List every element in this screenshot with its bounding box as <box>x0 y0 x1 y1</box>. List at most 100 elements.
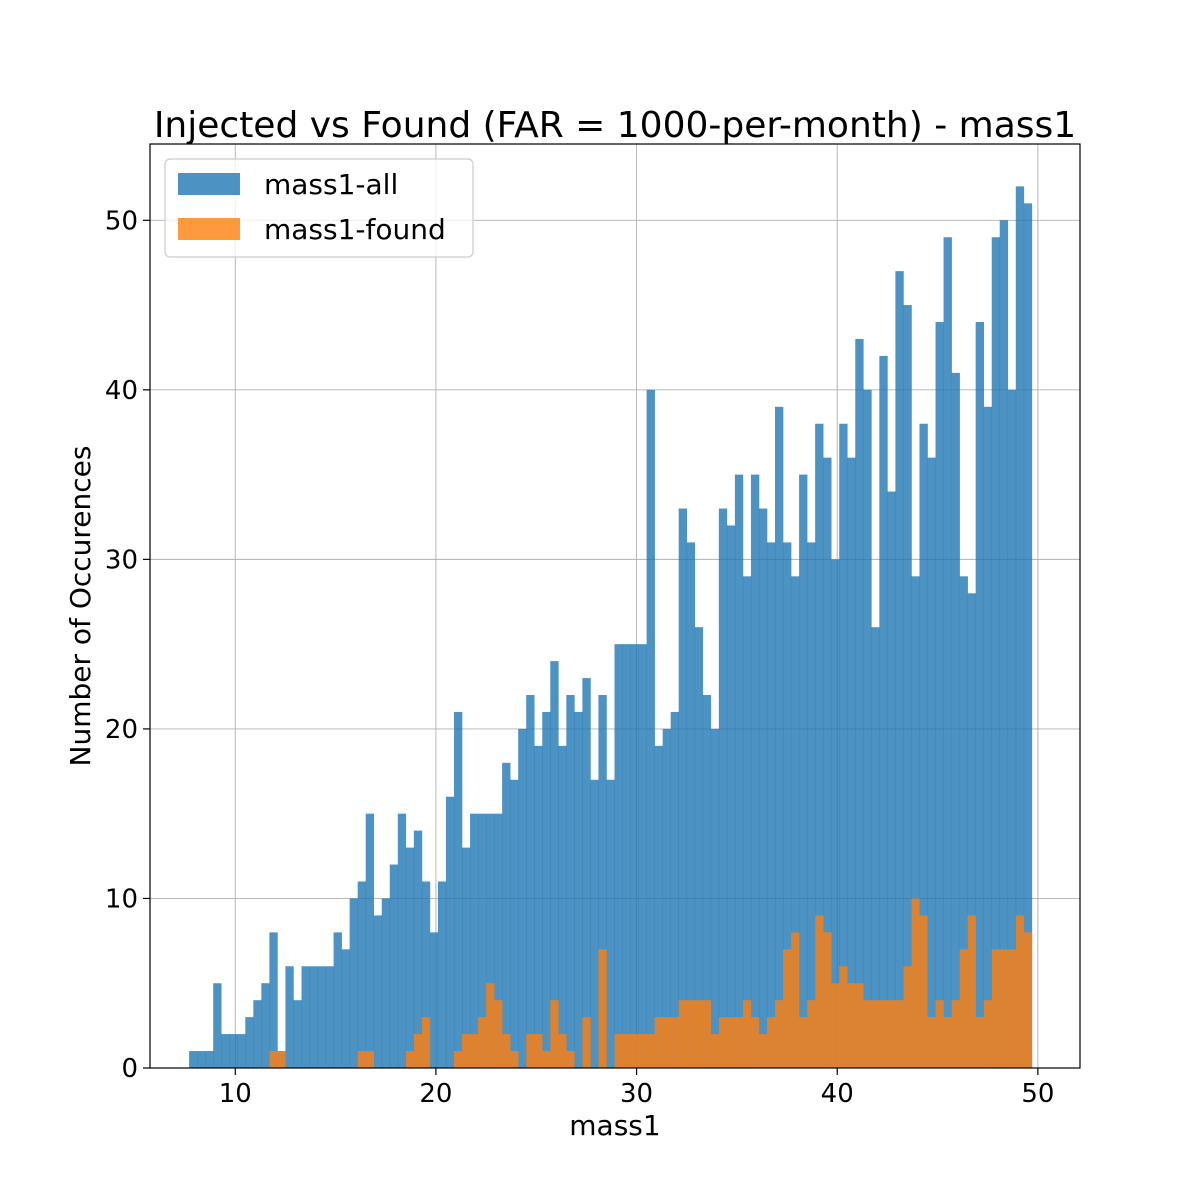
bar-mass1-all-22 <box>365 813 375 1068</box>
bar-mass1-all-97 <box>967 593 976 1068</box>
bar-mass1-all-34 <box>462 847 471 1068</box>
x-tick-label-30: 30 <box>620 1079 653 1109</box>
bar-mass1-all-65 <box>710 728 720 1068</box>
axis-ticks: 10 20 30 40 50 0 10 20 30 40 50 <box>105 206 1055 1109</box>
bar-mass1-all-38 <box>494 813 503 1068</box>
bar-mass1-all-70 <box>750 474 760 1069</box>
x-axis-label: mass1 <box>569 1109 660 1142</box>
y-tick-label-10: 10 <box>105 884 138 914</box>
bar-mass1-found-69 <box>742 1000 752 1068</box>
bar-mass1-all-75 <box>791 576 800 1068</box>
bar-mass1-all-20 <box>349 898 358 1068</box>
bar-mass1-all-28 <box>413 830 423 1068</box>
y-tick-label-40: 40 <box>105 376 138 406</box>
bar-mass1-all-29 <box>421 881 431 1068</box>
bar-mass1-all-82 <box>847 457 856 1068</box>
bar-mass1-found-59 <box>662 1017 671 1068</box>
bar-mass1-all-74 <box>783 542 792 1068</box>
bar-mass1-all-21 <box>357 881 366 1068</box>
bar-mass1-all-43 <box>534 745 543 1068</box>
bar-mass1-found-93 <box>935 1000 944 1068</box>
x-tick-label-40: 40 <box>821 1079 854 1109</box>
bar-mass1-found-71 <box>758 1034 768 1068</box>
bar-mass1-all-30 <box>429 932 439 1068</box>
bar-mass1-found-46 <box>558 1034 567 1068</box>
bar-mass1-all-67 <box>726 525 736 1068</box>
bar-mass1-all-24 <box>381 898 391 1068</box>
x-tick-label-20: 20 <box>419 1079 452 1109</box>
bar-mass1-found-43 <box>534 1034 543 1068</box>
bar-mass1-found-49 <box>582 1017 591 1068</box>
bar-mass1-all-59 <box>662 728 671 1068</box>
bar-mass1-all-26 <box>397 813 407 1068</box>
bar-mass1-all-50 <box>590 779 599 1068</box>
bar-mass1-found-21 <box>357 1051 366 1068</box>
bar-mass1-found-11 <box>277 1051 286 1068</box>
bar-mass1-all-78 <box>815 423 824 1068</box>
legend-box <box>164 158 474 258</box>
bar-mass1-found-90 <box>911 898 920 1068</box>
legend-label-mass1-found: mass1-found <box>264 213 446 246</box>
bar-mass1-all-73 <box>775 406 784 1068</box>
bar-mass1-found-63 <box>694 1000 704 1068</box>
bar-mass1-found-29 <box>421 1017 431 1068</box>
bar-mass1-all-79 <box>823 457 832 1068</box>
chart-title: Injected vs Found (FAR = 1000-per-month)… <box>154 105 1076 146</box>
bar-mass1-all-23 <box>373 915 383 1068</box>
bar-mass1-all-86 <box>879 355 888 1068</box>
bar-mass1-found-86 <box>879 1000 888 1068</box>
bar-mass1-all-52 <box>606 779 615 1068</box>
bar-mass1-all-77 <box>807 542 816 1068</box>
bar-mass1-found-44 <box>542 1051 551 1068</box>
bar-mass1-all-17 <box>325 966 334 1068</box>
bar-mass1-all-96 <box>959 576 968 1068</box>
bar-mass1-all-31 <box>437 881 447 1068</box>
bar-mass1-found-82 <box>847 983 856 1068</box>
bar-mass1-found-60 <box>670 1017 680 1068</box>
bar-mass1-found-33 <box>453 1051 463 1068</box>
bar-mass1-all-62 <box>686 542 696 1068</box>
bar-mass1-found-78 <box>815 915 824 1068</box>
bar-mass1-found-35 <box>470 1034 479 1068</box>
bar-mass1-found-55 <box>630 1034 639 1068</box>
bar-mass1-found-56 <box>638 1034 647 1068</box>
bar-mass1-found-40 <box>510 1051 519 1068</box>
bar-mass1-all-9 <box>261 983 270 1068</box>
legend-swatch-mass1-all <box>178 173 240 195</box>
bar-mass1-all-98 <box>975 322 984 1069</box>
bar-mass1-all-39 <box>502 762 511 1068</box>
bar-mass1-all-33 <box>453 711 463 1068</box>
bar-mass1-all-57 <box>646 389 655 1069</box>
bar-mass1-all-5 <box>229 1034 238 1068</box>
bar-mass1-all-10 <box>269 932 278 1068</box>
bar-mass1-found-75 <box>791 932 800 1068</box>
bar-mass1-all-76 <box>799 474 808 1069</box>
bar-mass1-all-32 <box>445 796 455 1068</box>
bar-mass1-found-51 <box>598 949 607 1068</box>
bar-mass1-all-58 <box>654 745 663 1068</box>
bar-mass1-all-35 <box>470 813 479 1068</box>
bar-mass1-all-100 <box>991 237 1001 1069</box>
bar-mass1-all-80 <box>831 559 840 1068</box>
bar-mass1-all-93 <box>935 322 944 1069</box>
bar-mass1-found-76 <box>799 1017 808 1068</box>
bar-mass1-found-65 <box>710 1034 720 1068</box>
legend: mass1-all mass1-found <box>164 158 474 258</box>
bar-mass1-found-104 <box>1023 932 1033 1068</box>
bar-mass1-found-54 <box>622 1034 631 1068</box>
bar-mass1-all-6 <box>237 1034 246 1068</box>
bar-mass1-all-3 <box>213 983 222 1068</box>
bar-mass1-all-47 <box>566 695 575 1068</box>
bar-mass1-all-25 <box>389 864 399 1068</box>
bar-mass1-all-49 <box>582 678 591 1068</box>
bar-mass1-found-84 <box>863 1000 872 1068</box>
bar-mass1-found-97 <box>967 915 976 1068</box>
bar-mass1-found-10 <box>269 1051 278 1068</box>
bar-mass1-found-99 <box>983 1000 993 1068</box>
bar-mass1-found-28 <box>413 1034 423 1068</box>
bar-mass1-found-53 <box>614 1034 623 1068</box>
bar-mass1-all-81 <box>839 423 848 1068</box>
bar-mass1-found-88 <box>895 1000 904 1068</box>
bar-mass1-all-51 <box>598 695 607 1068</box>
bar-mass1-all-71 <box>758 508 768 1068</box>
